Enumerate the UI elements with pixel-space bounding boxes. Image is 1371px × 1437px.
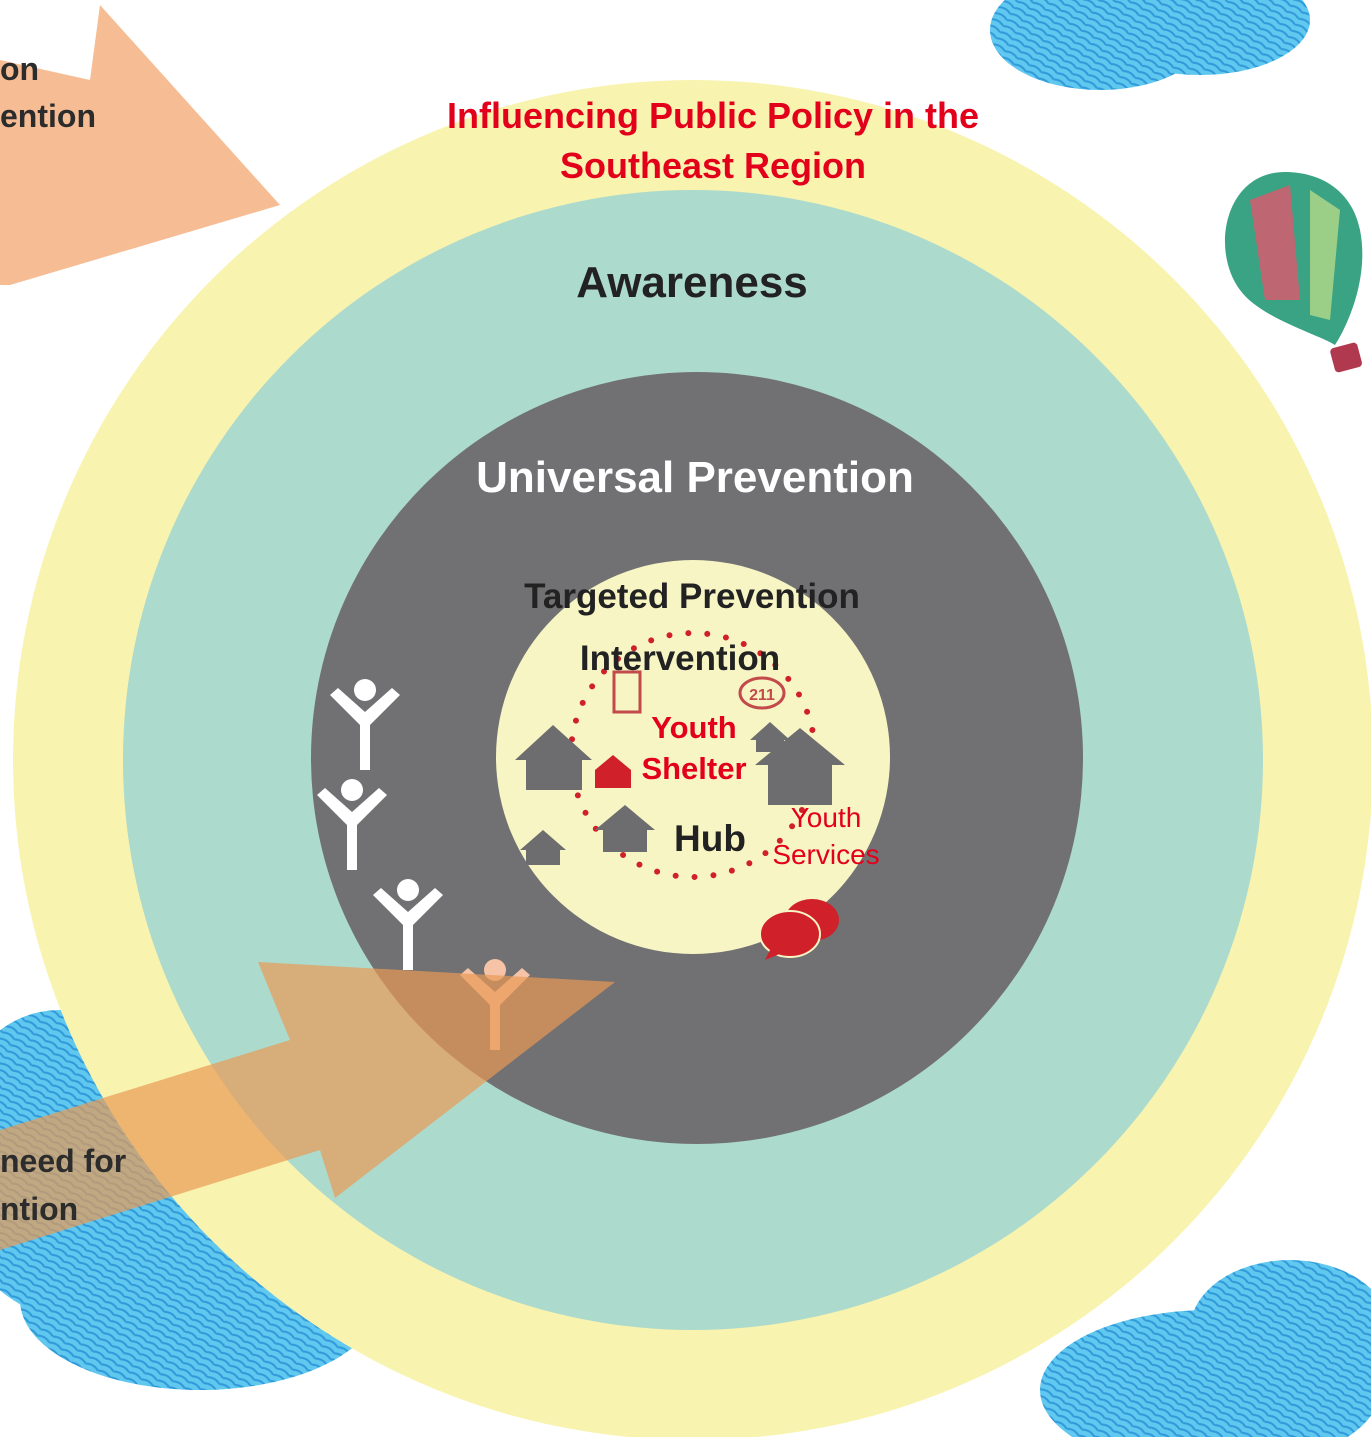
title: Southeast Region [560, 145, 866, 186]
page: 211 on ention need for ntion Influencing… [0, 0, 1371, 1437]
icon-211: 211 [749, 687, 775, 704]
cloud-top-right [990, 0, 1310, 90]
awareness-label: Awareness [576, 258, 808, 307]
targeted-label: Targeted Prevention [524, 577, 860, 616]
hub-label: Hub [674, 818, 746, 859]
arrow-bottom-label: need for [0, 1143, 126, 1179]
services-label: Youth [791, 802, 862, 833]
arrow-bottom-label: ntion [0, 1191, 78, 1227]
arrow-top-label: on [0, 51, 39, 87]
arrow-top [0, 5, 280, 285]
universal-label: Universal Prevention [476, 453, 914, 502]
shelter-label: Shelter [641, 751, 746, 786]
services-label: Services [772, 839, 879, 870]
diagram: 211 on ention need for ntion Influencing… [0, 0, 1371, 1437]
shelter-label: Youth [651, 710, 737, 745]
intervention-label: Intervention [580, 639, 780, 678]
title: Influencing Public Policy in the [447, 95, 979, 136]
balloon [1225, 172, 1363, 373]
arrow-top-label: ention [0, 98, 96, 134]
